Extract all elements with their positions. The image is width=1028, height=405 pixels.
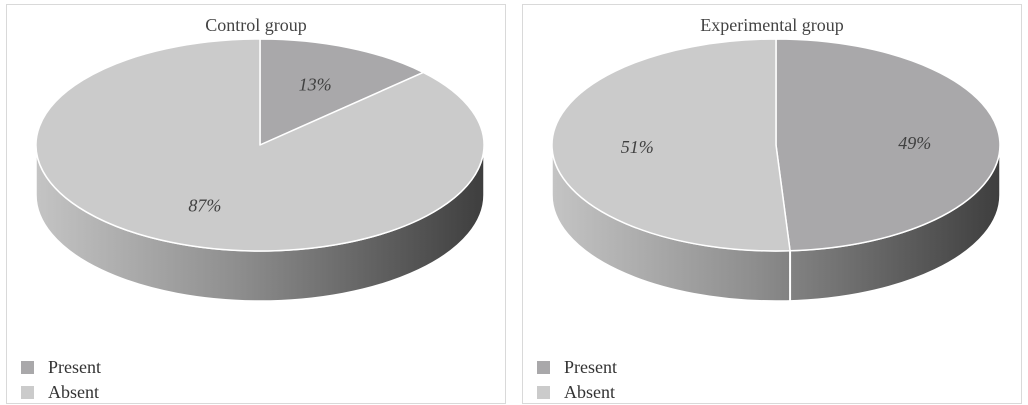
data-label-absent: 87% bbox=[188, 195, 221, 215]
pie-chart-experimental: 49% 51% bbox=[551, 38, 1001, 302]
legend-label-absent: Absent bbox=[564, 382, 615, 402]
legend-label-absent: Absent bbox=[48, 382, 99, 402]
legend-label-present: Present bbox=[48, 357, 101, 377]
legend-swatch-absent bbox=[21, 386, 34, 399]
legend-item-present: Present bbox=[21, 355, 101, 380]
pie-slice-absent bbox=[35, 38, 485, 252]
pie-slice-absent bbox=[551, 38, 791, 252]
pie-slice-present bbox=[259, 38, 425, 146]
chart-panel-experimental: 49% 51% Experimental group Present Absent bbox=[522, 4, 1022, 404]
legend-experimental: Present Absent bbox=[537, 355, 617, 405]
data-label-present: 13% bbox=[299, 75, 332, 95]
legend-swatch-absent bbox=[537, 386, 550, 399]
chart-title-control: Control group bbox=[205, 15, 307, 35]
data-label-absent: 51% bbox=[621, 137, 654, 157]
legend-control: Present Absent bbox=[21, 355, 101, 405]
legend-item-absent: Absent bbox=[21, 380, 101, 405]
chart-panel-control: 13% 87% Control group Present Absent bbox=[6, 4, 506, 404]
legend-swatch-present bbox=[21, 361, 34, 374]
legend-item-absent: Absent bbox=[537, 380, 617, 405]
data-label-present: 49% bbox=[898, 133, 931, 153]
chart-title-experimental: Experimental group bbox=[700, 15, 844, 35]
legend-swatch-present bbox=[537, 361, 550, 374]
pie-chart-control: 13% 87% bbox=[35, 38, 485, 302]
pie-slice-present bbox=[775, 38, 1001, 252]
legend-item-present: Present bbox=[537, 355, 617, 380]
legend-label-present: Present bbox=[564, 357, 617, 377]
